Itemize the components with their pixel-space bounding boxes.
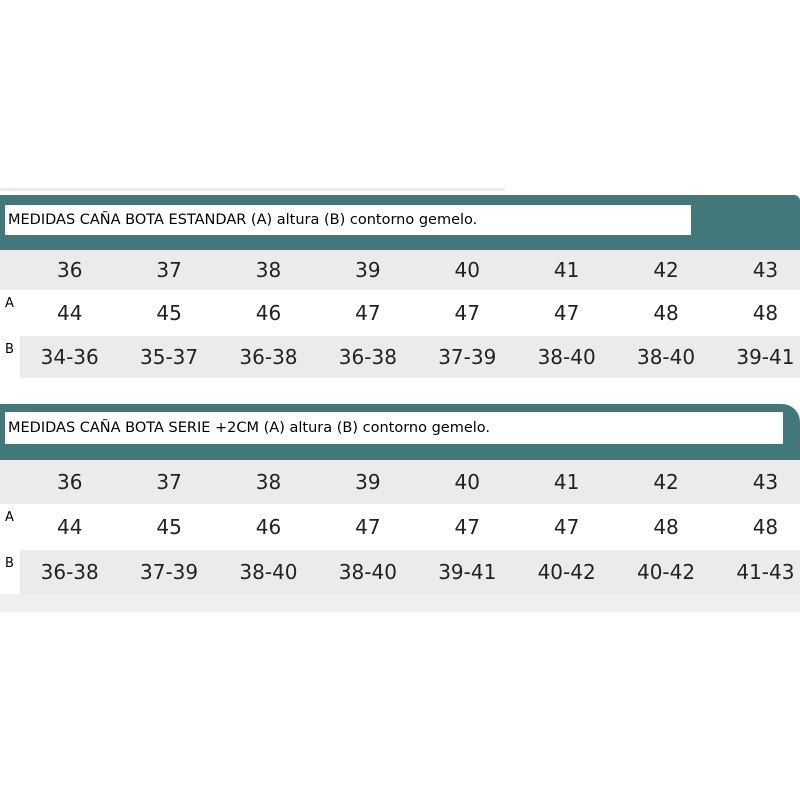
a-cell: 48 — [752, 301, 779, 325]
a-cell: 47 — [355, 515, 381, 539]
size-cell: 38 — [255, 258, 282, 282]
a-cell: 46 — [255, 515, 282, 539]
size-cell: 38 — [255, 470, 282, 494]
a-cell: 48 — [752, 515, 779, 539]
bottom-strip — [0, 594, 800, 612]
a-cell: 47 — [355, 301, 381, 325]
size-cell: 42 — [653, 470, 679, 494]
table-header: MEDIDAS CAÑA BOTA ESTANDAR (A) altura (B… — [0, 195, 800, 250]
a-cell: 47 — [553, 515, 580, 539]
top-divider — [0, 188, 505, 191]
a-cell: 44 — [56, 515, 83, 539]
b-cell: 38-40 — [239, 560, 298, 584]
b-cell: 40-42 — [636, 560, 696, 584]
table-header: MEDIDAS CAÑA BOTA SERIE +2CM (A) altura … — [0, 404, 800, 460]
a-cell: 48 — [653, 301, 679, 325]
size-cell: 42 — [653, 258, 679, 282]
size-cell: 37 — [156, 470, 182, 494]
size-cell: 43 — [752, 470, 779, 494]
a-cell: 47 — [454, 515, 480, 539]
b-cell: 37-39 — [140, 560, 199, 584]
size-cell: 41 — [553, 258, 580, 282]
row-a-label: A — [5, 510, 14, 525]
a-cell: 47 — [454, 301, 480, 325]
row-a: A 44 45 46 47 47 47 48 48 — [0, 290, 800, 336]
b-cell: 36-38 — [40, 560, 99, 584]
size-cell: 43 — [752, 258, 779, 282]
row-b: B 34-36 35-37 36-38 36-38 37-39 38-40 38… — [0, 336, 800, 378]
size-cell: 39 — [355, 470, 381, 494]
b-cell: 41-43 — [736, 560, 795, 584]
b-cell: 35-37 — [140, 345, 199, 369]
table-serie-2cm: MEDIDAS CAÑA BOTA SERIE +2CM (A) altura … — [0, 404, 800, 612]
row-a: A 44 45 46 47 47 47 48 48 — [0, 504, 800, 550]
size-cell: 37 — [156, 258, 182, 282]
b-cell: 34-36 — [40, 345, 99, 369]
row-label-empty — [0, 250, 20, 256]
table-title: MEDIDAS CAÑA BOTA ESTANDAR (A) altura (B… — [5, 205, 691, 235]
a-cell: 46 — [255, 301, 282, 325]
b-cell: 36-38 — [338, 345, 397, 369]
size-cell: 40 — [454, 258, 480, 282]
b-cell: 40-42 — [537, 560, 596, 584]
a-cell: 45 — [156, 301, 182, 325]
size-row: 36 37 38 39 40 41 42 43 — [0, 250, 800, 290]
size-cell: 36 — [56, 470, 83, 494]
size-row: 36 37 38 39 40 41 42 43 — [0, 460, 800, 504]
b-cell: 36-38 — [239, 345, 298, 369]
size-cell: 39 — [355, 258, 381, 282]
table-standard: MEDIDAS CAÑA BOTA ESTANDAR (A) altura (B… — [0, 195, 800, 383]
a-cell: 45 — [156, 515, 182, 539]
size-cell: 41 — [553, 470, 580, 494]
b-cell: 38-40 — [338, 560, 397, 584]
b-cell: 39-41 — [438, 560, 497, 584]
b-cell: 38-40 — [537, 345, 596, 369]
row-label-empty — [0, 460, 20, 466]
row-a-label: A — [5, 296, 14, 311]
b-cell: 37-39 — [438, 345, 497, 369]
row-b: B 36-38 37-39 38-40 38-40 39-41 40-42 40… — [0, 550, 800, 612]
size-cell: 36 — [56, 258, 83, 282]
row-b-label: B — [0, 336, 20, 378]
b-cell: 38-40 — [636, 345, 696, 369]
a-cell: 48 — [653, 515, 679, 539]
a-cell: 47 — [553, 301, 580, 325]
b-cell: 39-41 — [736, 345, 795, 369]
a-cell: 44 — [56, 301, 83, 325]
size-cell: 40 — [454, 470, 480, 494]
table-title: MEDIDAS CAÑA BOTA SERIE +2CM (A) altura … — [5, 412, 783, 444]
